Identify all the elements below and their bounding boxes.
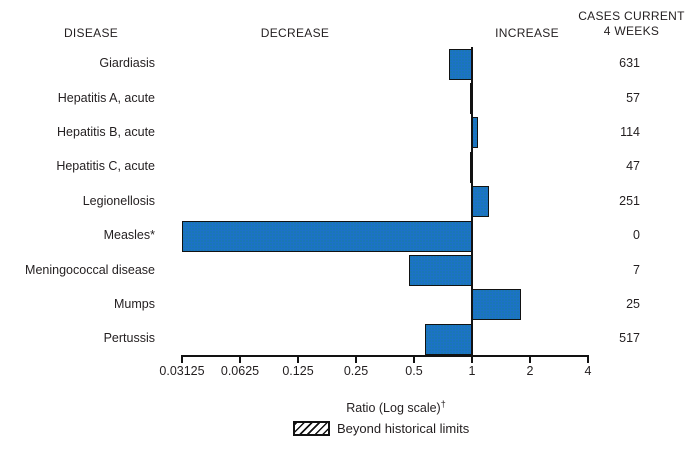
cases-current-4-weeks-value: 25 <box>626 297 640 311</box>
x-axis-title-text: Ratio (Log scale) <box>346 401 441 416</box>
x-axis-tick <box>181 355 183 363</box>
x-axis-line <box>181 355 589 357</box>
cases-current-4-weeks-value: 251 <box>619 193 640 208</box>
cases-current-4-weeks-value: 517 <box>619 331 640 346</box>
x-axis-tick <box>355 355 357 363</box>
row-label: Mumps <box>114 297 155 311</box>
cases-current-4-weeks-value: 631 <box>619 56 640 71</box>
row-label: Giardiasis <box>99 56 155 71</box>
x-axis-tick-label: 0.25 <box>343 364 369 378</box>
x-axis-tick <box>413 355 415 363</box>
cases-header-line2: 4 WEEKS <box>603 24 660 38</box>
row-label: Meningococcal disease <box>25 262 155 277</box>
x-axis-tick <box>471 355 473 363</box>
x-axis-tick <box>297 355 299 363</box>
row-label: Hepatitis A, acute <box>57 90 155 105</box>
legend: Beyond historical limits <box>293 421 469 436</box>
x-axis-tick-label: 2 <box>526 364 534 378</box>
beyond-historical-limits-hatch-swatch <box>293 421 330 436</box>
cases-current-4-weeks-value: 47 <box>626 159 640 174</box>
legend-label: Beyond historical limits <box>337 421 470 436</box>
baseline-ratio-1-line <box>471 47 473 357</box>
x-axis-tick <box>529 355 531 363</box>
row-label: Pertussis <box>103 331 155 346</box>
x-axis-title-dagger: † <box>440 399 446 409</box>
row-label: Hepatitis C, acute <box>56 159 155 174</box>
x-axis-tick-label: 0.0625 <box>220 364 260 378</box>
ratio-bar <box>425 323 473 355</box>
x-axis-tick-label: 0.5 <box>405 364 423 378</box>
x-axis-tick-label: 0.125 <box>282 364 314 378</box>
ratio-bar <box>471 186 490 218</box>
cases-header-line1: CASES CURRENT <box>578 9 685 23</box>
ratio-bar <box>449 48 473 80</box>
x-axis-tick-label: 4 <box>584 364 592 378</box>
cases-current-4-weeks-value: 57 <box>626 90 640 105</box>
x-axis-title: Ratio (Log scale)† <box>256 399 536 415</box>
x-axis-tick <box>239 355 241 363</box>
row-label: Hepatitis B, acute <box>57 125 155 139</box>
row-label: Measles* <box>103 228 155 243</box>
cases-current-4-weeks-value: 114 <box>620 125 640 139</box>
ratio-bar <box>182 220 473 252</box>
cases-current-4-weeks-value: 0 <box>633 228 640 243</box>
cases-current-4-weeks-value: 7 <box>633 262 640 277</box>
row-label: Legionellosis <box>82 193 155 208</box>
column-header-decrease: DECREASE <box>260 26 330 40</box>
x-axis-tick <box>587 355 589 363</box>
ratio-bar <box>408 254 473 286</box>
column-header-disease: DISEASE <box>63 26 119 40</box>
x-axis-tick-label: 1 <box>468 364 476 378</box>
x-axis-tick-label: 0.03125 <box>159 364 205 378</box>
column-header-cases-current-4-weeks: CASES CURRENT 4 WEEKS <box>571 9 692 39</box>
column-header-increase: INCREASE <box>495 26 559 40</box>
ratio-bar <box>471 289 522 321</box>
